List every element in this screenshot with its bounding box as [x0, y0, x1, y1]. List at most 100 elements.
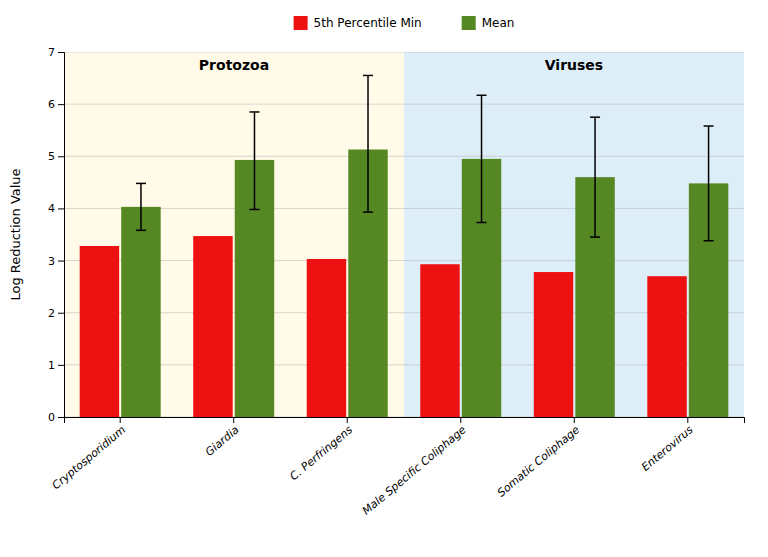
- legend-label: Mean: [482, 16, 515, 30]
- legend-swatch: [294, 16, 308, 30]
- error-bar-cap: [477, 95, 487, 97]
- error-bar-cap: [136, 183, 146, 185]
- bar: [193, 236, 232, 417]
- y-tick-mark: [58, 208, 64, 209]
- error-bar: [363, 75, 373, 212]
- y-tick: 0: [48, 411, 64, 424]
- y-tick-mark: [58, 365, 64, 366]
- grid-line: [64, 156, 744, 157]
- y-tick: 4: [48, 202, 64, 215]
- x-tick-mark: [687, 417, 688, 423]
- region-label: Viruses: [545, 57, 603, 73]
- error-bar-cap: [363, 211, 373, 213]
- legend-item: 5th Percentile Min: [294, 16, 422, 30]
- x-tick-label: Cryptosporidium: [50, 423, 128, 492]
- y-tick-mark: [58, 52, 64, 53]
- error-bar-stem: [594, 117, 596, 237]
- grid-line: [64, 208, 744, 209]
- error-bar-cap: [704, 240, 714, 242]
- y-axis-title: Log Reduction Value: [8, 168, 23, 300]
- legend-label: 5th Percentile Min: [314, 16, 422, 30]
- legend-swatch: [462, 16, 476, 30]
- legend: 5th Percentile Min Mean: [294, 16, 515, 30]
- chart-svg: Protozoa Viruses 0 1 2 3 4 5 6 7 Cryptosporidium Gi…: [0, 0, 768, 557]
- error-bar-cap: [477, 222, 487, 224]
- y-tick: 1: [48, 359, 64, 372]
- error-bar-cap: [249, 111, 259, 113]
- x-tick: Somatic Coliphage: [495, 417, 582, 499]
- y-tick-label: 5: [48, 150, 55, 163]
- grid-line: [64, 312, 744, 313]
- error-bar-cap: [136, 230, 146, 232]
- y-axis: 0 1 2 3 4 5 6 7: [48, 46, 65, 424]
- plot-area: [64, 52, 744, 417]
- chart-container: Protozoa Viruses 0 1 2 3 4 5 6 7 Cryptosporidium Gi…: [0, 0, 768, 557]
- bar: [307, 259, 346, 417]
- x-tick-label: Giardia: [203, 423, 242, 459]
- error-bar-cap: [590, 116, 600, 118]
- error-bar: [249, 112, 259, 210]
- bar: [647, 276, 686, 417]
- y-tick-mark: [58, 313, 64, 314]
- y-tick-label: 1: [48, 359, 55, 372]
- x-tick: C. Perfringens: [287, 417, 355, 483]
- error-bar-stem: [254, 112, 256, 210]
- grid-line: [64, 417, 744, 418]
- grid-line: [64, 364, 744, 365]
- x-axis: Cryptosporidium Giardia C. PerfringensMale…: [50, 417, 745, 517]
- x-tick-label: C. Perfringens: [287, 423, 355, 483]
- error-bar-stem: [140, 183, 142, 230]
- x-tick-label: Somatic Coliphage: [495, 423, 582, 499]
- y-tick-mark: [58, 156, 64, 157]
- y-tick-mark: [58, 261, 64, 262]
- error-bar-stem: [367, 75, 369, 212]
- error-bar-cap: [363, 75, 373, 77]
- legend-item: Mean: [462, 16, 515, 30]
- x-tick: Male Specific Coliphage: [360, 417, 469, 517]
- y-tick: 5: [48, 150, 64, 163]
- x-tick: Enterovirus: [639, 417, 696, 474]
- error-bar: [136, 183, 146, 230]
- y-tick-label: 3: [48, 255, 55, 268]
- bar: [121, 207, 160, 417]
- y-tick-label: 4: [48, 202, 55, 215]
- x-tick-label: Male Specific Coliphage: [360, 423, 469, 517]
- plot: Protozoa Viruses 0 1 2 3 4 5 6 7 Cryptosporidium Gi…: [8, 46, 745, 517]
- x-axis-line: [65, 418, 745, 424]
- error-bar-cap: [704, 125, 714, 127]
- error-bar: [477, 95, 487, 222]
- y-tick-mark: [58, 417, 64, 418]
- error-bar: [704, 126, 714, 241]
- x-tick-label: Enterovirus: [639, 423, 696, 474]
- y-tick: 7: [48, 46, 64, 59]
- y-tick-label: 6: [48, 98, 55, 111]
- x-tick-mark: [460, 417, 461, 423]
- x-tick-mark: [347, 417, 348, 423]
- bar: [80, 246, 119, 417]
- y-tick-label: 0: [48, 411, 55, 424]
- x-tick: Giardia: [203, 417, 242, 459]
- error-bar-cap: [590, 236, 600, 238]
- bar: [420, 264, 459, 417]
- x-tick-mark: [233, 417, 234, 423]
- grid-line: [64, 104, 744, 105]
- error-bar-stem: [708, 126, 710, 241]
- x-tick-mark: [574, 417, 575, 423]
- region-background: [64, 52, 404, 417]
- y-tick-label: 7: [48, 46, 55, 59]
- region-label: Protozoa: [199, 57, 269, 73]
- region-background: [404, 52, 744, 417]
- y-tick-label: 2: [48, 307, 55, 320]
- grid-line: [64, 260, 744, 261]
- error-bar-cap: [249, 209, 259, 211]
- y-axis-line: [58, 53, 65, 418]
- y-tick: 6: [48, 98, 64, 111]
- x-tick: Cryptosporidium: [50, 417, 128, 492]
- y-tick: 3: [48, 255, 64, 268]
- y-tick: 2: [48, 307, 64, 320]
- x-tick-mark: [120, 417, 121, 423]
- error-bar-stem: [481, 95, 483, 222]
- error-bar: [590, 117, 600, 237]
- grid-line: [64, 52, 744, 53]
- bar: [534, 272, 573, 417]
